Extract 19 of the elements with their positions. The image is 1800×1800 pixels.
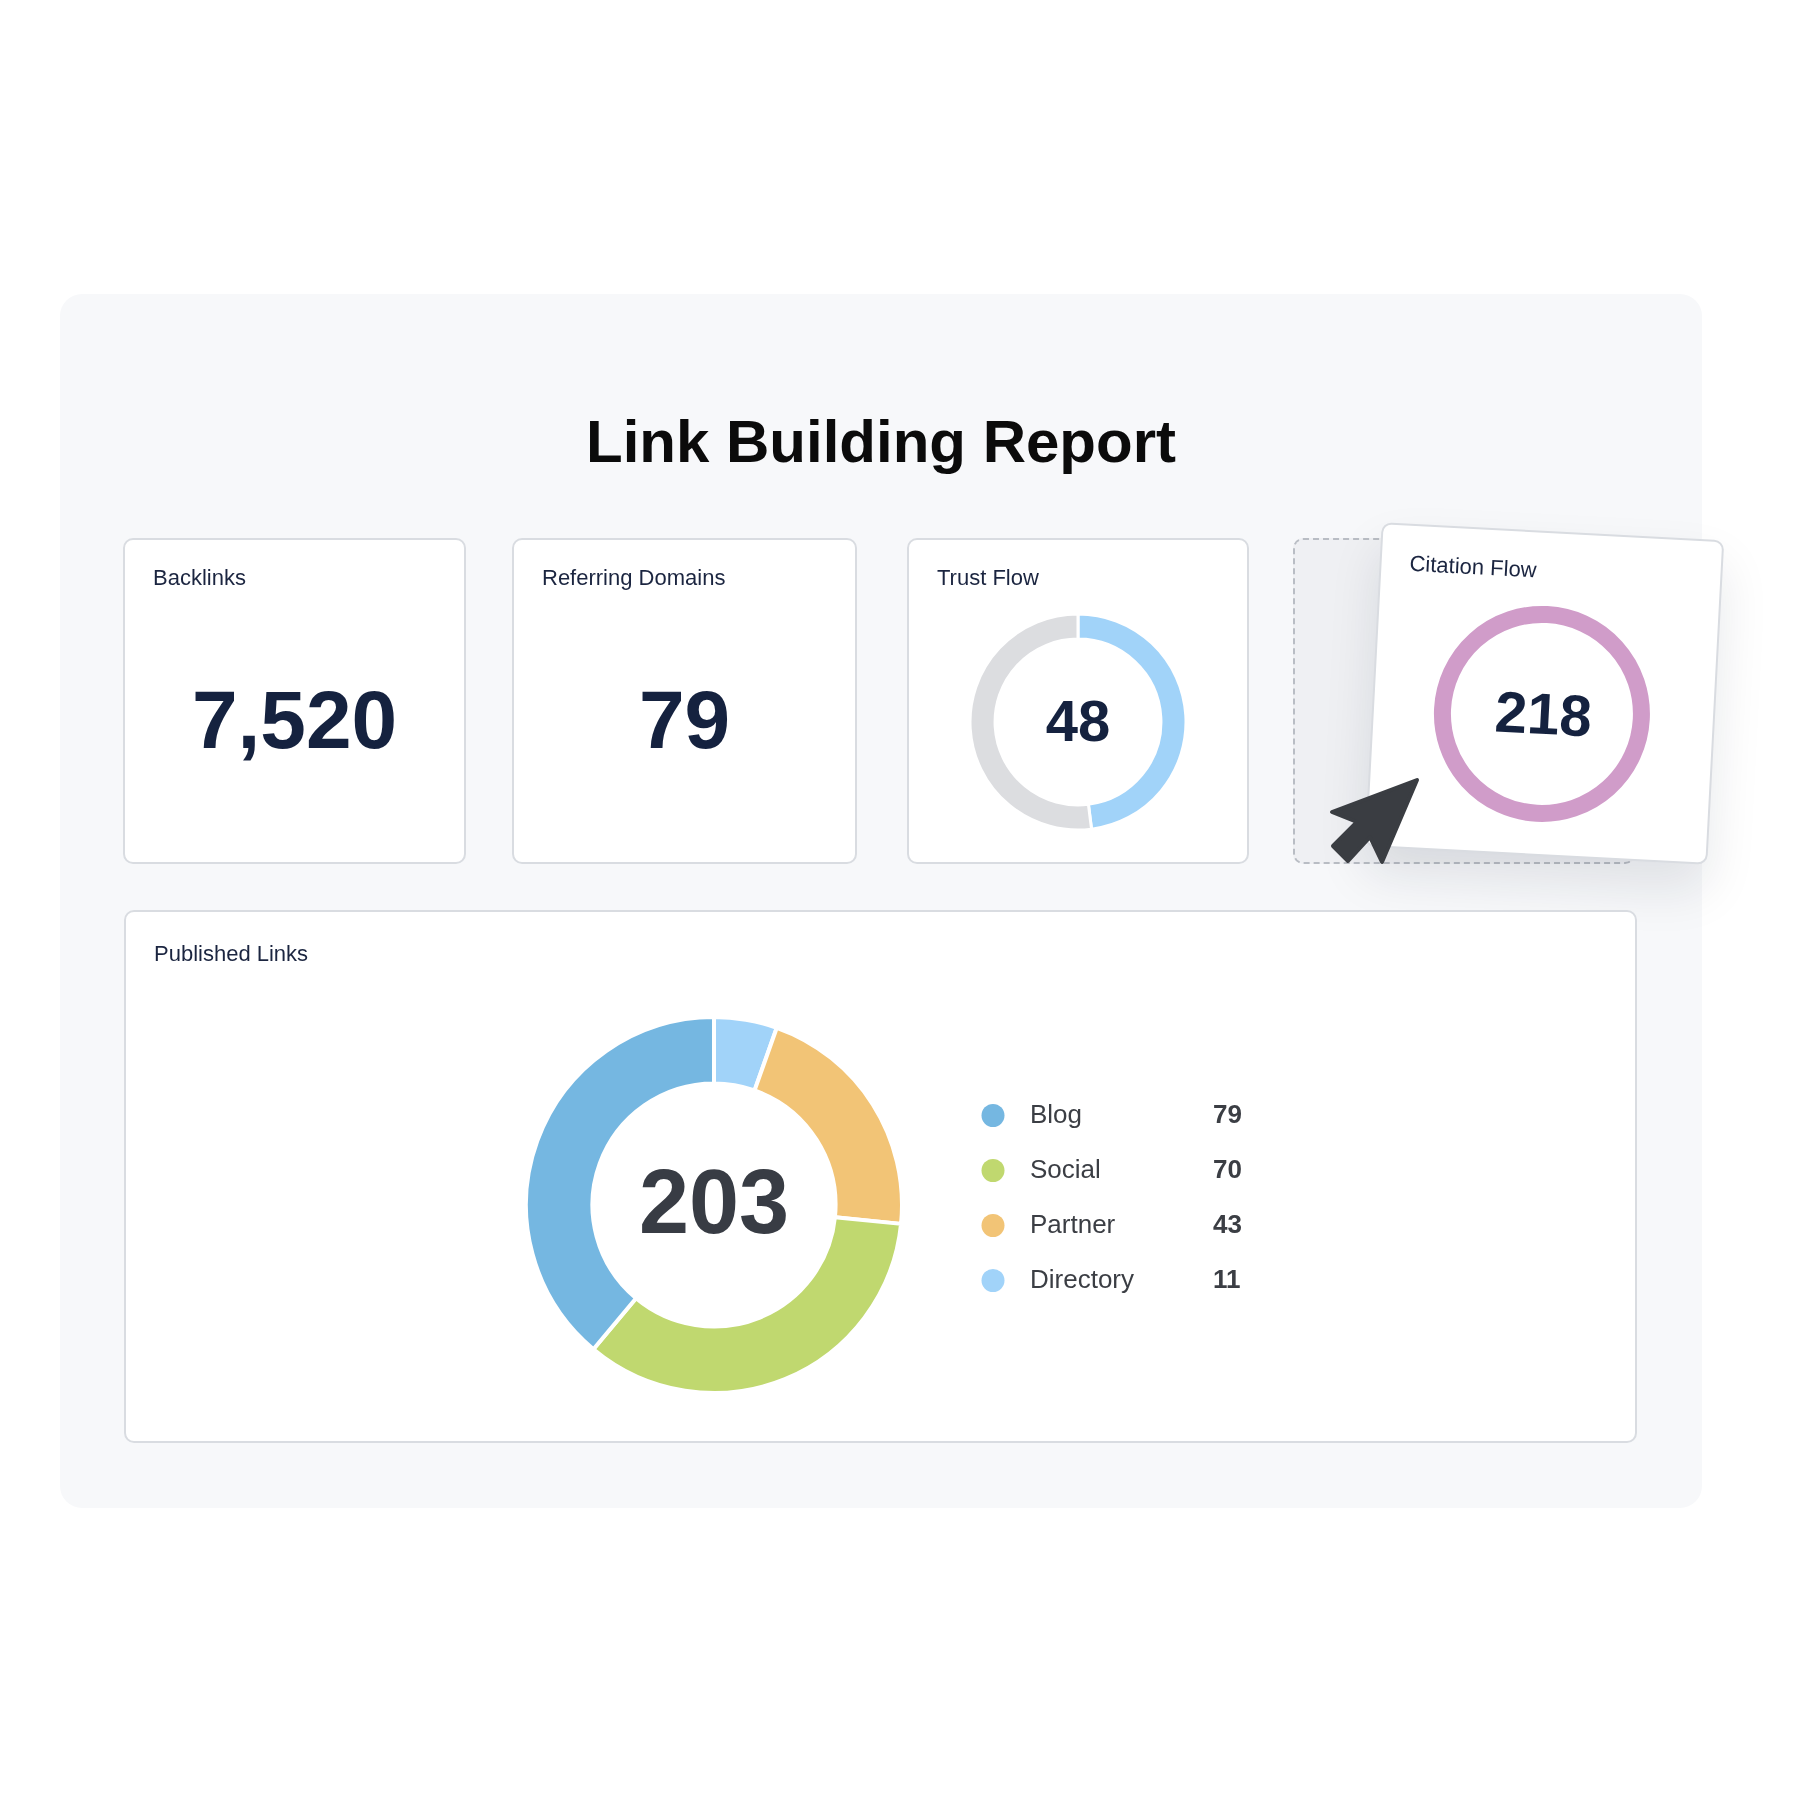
text: Referring Domains [542,565,726,591]
text: 218 [1492,677,1595,751]
legend-label: Blog [1030,1098,1083,1129]
data-label: 70 [1213,1153,1242,1184]
text: Link Building Report [585,407,1177,477]
data-label: 79 [637,673,732,767]
text: Backlinks [153,565,246,591]
data-label: 48 [1045,688,1111,753]
legend-label: Directory [1030,1263,1135,1294]
text: 79 [1213,1098,1242,1129]
chart-title: Trust Flow [937,565,1039,591]
text: Published Links [154,941,309,967]
legend-label: Partner [1030,1208,1116,1239]
text: 203 [638,1151,790,1252]
text: Citation Flow [1408,550,1538,584]
data-label: 11 [1213,1263,1241,1294]
legend-label: Social [1030,1153,1101,1184]
text: 7,520 [190,673,399,767]
data-label: 43 [1213,1208,1242,1239]
